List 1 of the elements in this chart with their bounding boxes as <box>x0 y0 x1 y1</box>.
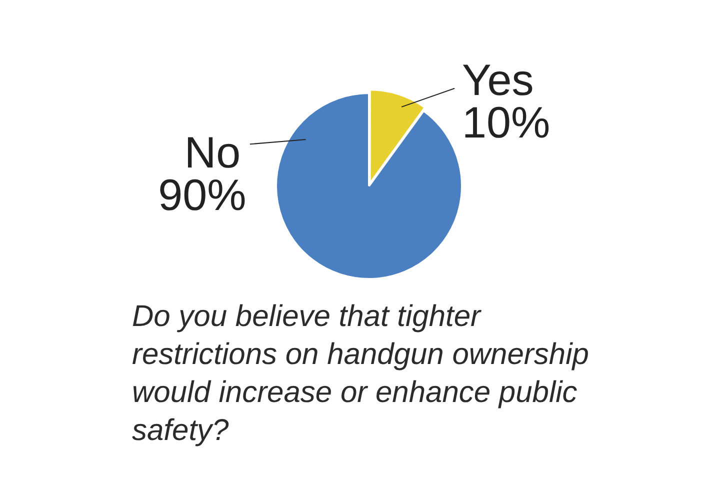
text: Do you believe that tighter restrictions on handgun ownership would increase or enhance public safety? <box>132 299 590 449</box>
